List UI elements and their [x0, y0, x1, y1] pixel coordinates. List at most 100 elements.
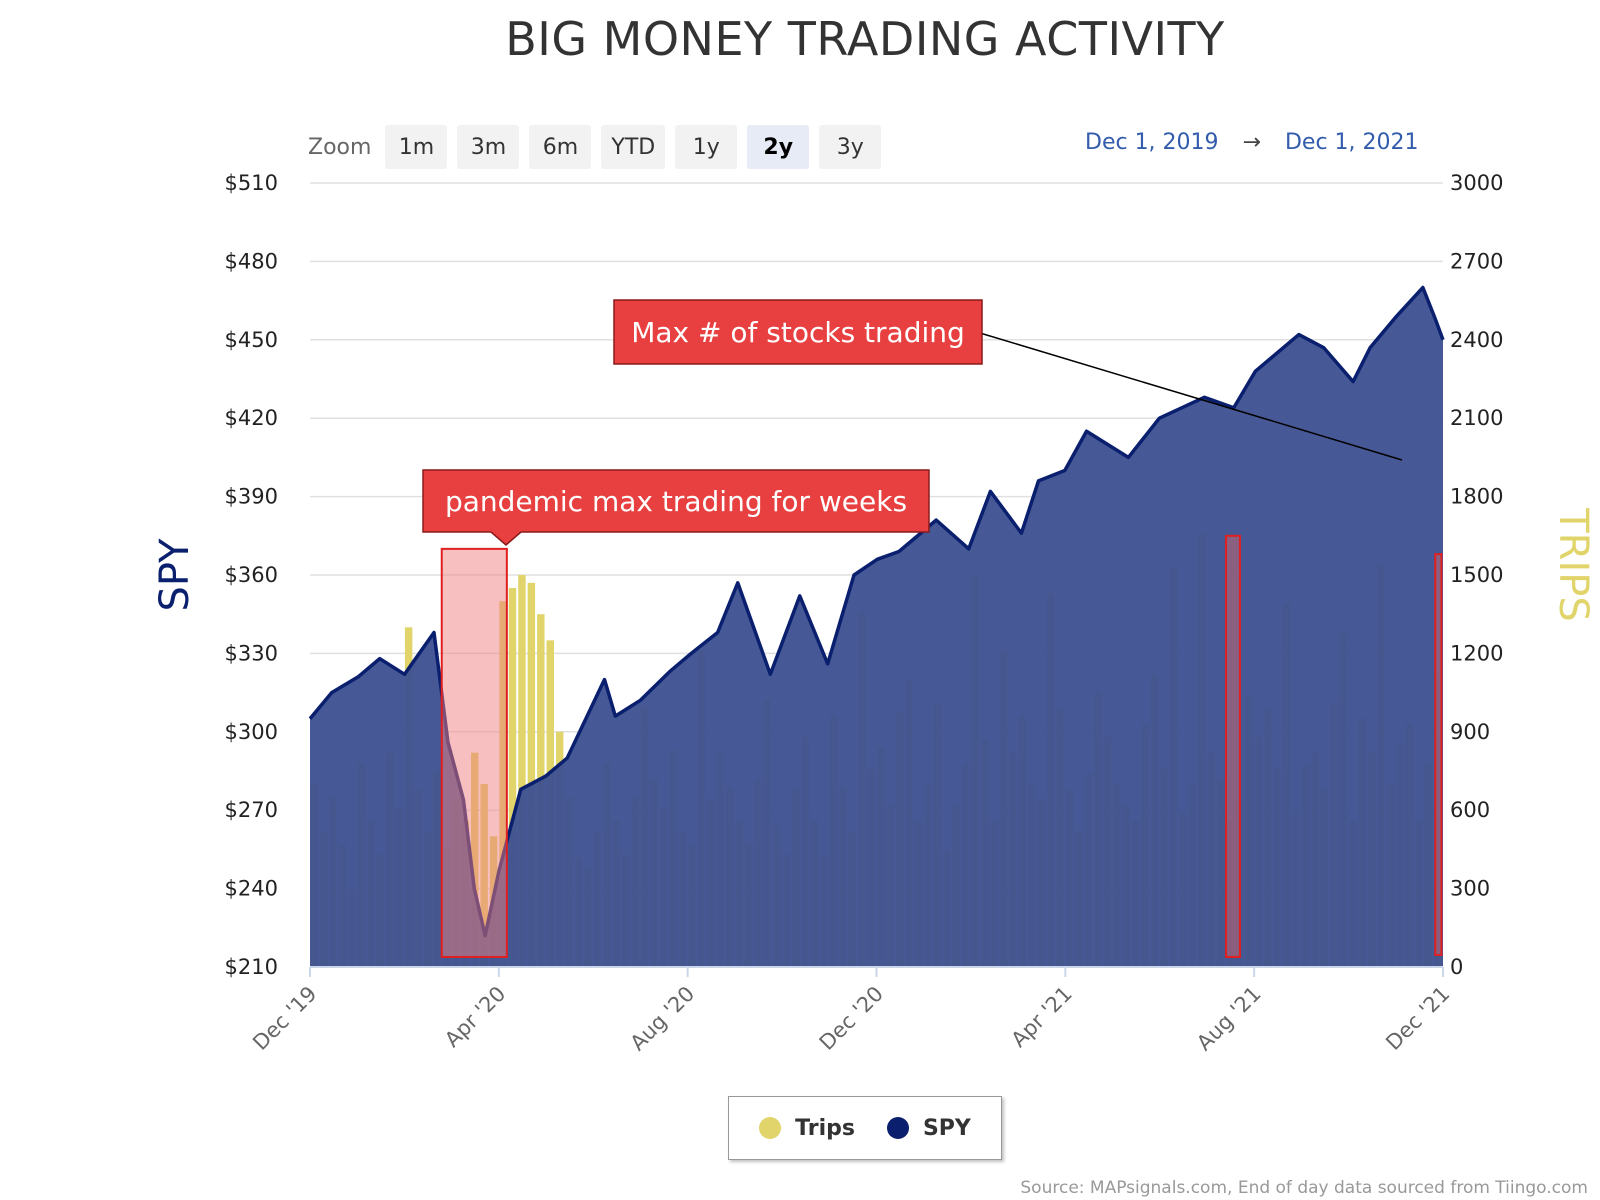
legend: Trips SPY: [728, 1096, 1002, 1160]
zoom-toolbar: Zoom 1m 3m 6m YTD 1y 2y 3y: [308, 125, 891, 169]
source-note: Source: MAPsignals.com, End of day data …: [1020, 1178, 1588, 1198]
legend-label-spy: SPY: [922, 1115, 971, 1141]
left-tick-label: $390: [225, 485, 278, 509]
trips-bar: [584, 867, 592, 967]
y-axis-title-trips: TRIPS: [1550, 507, 1596, 622]
spy-line: [308, 285, 1445, 938]
y-axis-title-spy: SPY: [152, 538, 198, 612]
pandemic-callout-text: pandemic max trading for weeks: [445, 485, 907, 518]
right-tick-label: 2400: [1450, 328, 1503, 352]
right-tick-label: 900: [1450, 720, 1490, 744]
trips-bar: [1207, 752, 1215, 967]
trips-bar: [1386, 784, 1395, 967]
trips-bar: [1301, 765, 1310, 967]
trips-bar: [433, 771, 441, 967]
zoom-6m-button[interactable]: 6m: [529, 125, 592, 169]
trips-bar: [1320, 789, 1329, 967]
zoom-label: Zoom: [308, 134, 372, 160]
range-to-input[interactable]: Dec 1, 2021: [1284, 130, 1419, 155]
zoom-2y-button[interactable]: 2y: [747, 125, 810, 169]
left-tick-label: $270: [225, 798, 278, 822]
trips-bar: [1434, 674, 1442, 967]
trips-bar: [1235, 799, 1244, 967]
trips-bar: [1330, 703, 1338, 967]
trips-bar: [386, 752, 394, 967]
trips-bar: [1424, 763, 1433, 967]
trips-bar: [999, 650, 1008, 967]
trips-bar: [1141, 723, 1149, 967]
trips-bar: [1160, 768, 1168, 967]
trips-bar: [792, 789, 800, 967]
x-tick-label: Apr '21: [1007, 982, 1077, 1052]
trips-bar: [461, 820, 470, 967]
max-trading-callout-text: Max # of stocks trading: [631, 316, 965, 349]
left-tick-label: $510: [225, 171, 278, 195]
trips-bar: [1094, 692, 1102, 967]
trips-bar: [1046, 593, 1055, 967]
legend-item-spy[interactable]: SPY: [886, 1115, 971, 1141]
date-range: Dec 1, 2019 → Dec 1, 2021: [1085, 130, 1419, 155]
trips-bar: [877, 747, 885, 967]
trips-bar: [1018, 716, 1027, 967]
trips-bar: [1113, 784, 1121, 967]
trips-bar: [933, 703, 942, 967]
trips-bar: [895, 710, 904, 967]
trips-bar: [442, 846, 451, 967]
trips-bar: [1339, 632, 1348, 967]
trips-bar: [773, 825, 781, 967]
trips-bar: [1169, 567, 1178, 967]
zoom-ytd-button[interactable]: YTD: [601, 125, 666, 169]
left-tick-label: $480: [225, 249, 278, 273]
zoom-1m-button[interactable]: 1m: [385, 125, 448, 169]
trips-bar: [348, 888, 356, 967]
trips-bar: [763, 700, 772, 967]
trips-bar: [1065, 789, 1074, 967]
trips-bar: [1188, 784, 1197, 967]
trips-bar: [782, 854, 791, 967]
x-tick-label: Aug '21: [1192, 982, 1266, 1056]
trips-bar: [1245, 695, 1253, 967]
trips-bar: [858, 611, 866, 967]
legend-label-trips: Trips: [795, 1115, 855, 1141]
spy-legend-dot-icon: [886, 1117, 909, 1139]
trips-bar: [914, 820, 923, 967]
trips-bar: [886, 804, 894, 967]
pandemic-callout: [422, 469, 930, 546]
trips-bar: [725, 786, 734, 967]
trips-bar: [650, 778, 658, 967]
trips-bar: [319, 831, 328, 967]
zoom-3y-button[interactable]: 3y: [819, 125, 882, 169]
trips-bar: [546, 640, 554, 967]
right-tick-label: 300: [1450, 877, 1490, 901]
max-trading-highlight-box: [1225, 534, 1241, 958]
trips-bar: [1349, 820, 1357, 967]
trips-bar: [414, 789, 422, 967]
right-tick-label: 1500: [1450, 563, 1503, 587]
trips-bar: [480, 784, 488, 967]
trips-bar: [622, 854, 630, 967]
trips-bar: [867, 768, 875, 967]
trips-bar: [518, 575, 526, 967]
x-tick-label: Apr '20: [440, 982, 510, 1052]
zoom-1y-button[interactable]: 1y: [675, 125, 738, 169]
chart-title: BIG MONEY TRADING ACTIVITY: [505, 12, 1225, 66]
trips-bar: [820, 854, 828, 967]
trips-bar: [471, 752, 479, 967]
trips-bar: [952, 804, 960, 967]
legend-item-trips[interactable]: Trips: [759, 1116, 855, 1141]
trips-bar: [1075, 831, 1083, 967]
x-tick-label: Aug '20: [626, 982, 700, 1056]
zoom-3m-button[interactable]: 3m: [457, 125, 520, 169]
trips-bar: [1273, 768, 1281, 967]
range-from-input[interactable]: Dec 1, 2019: [1085, 130, 1219, 155]
left-tick-label: $240: [225, 877, 278, 901]
trips-bar: [404, 627, 413, 967]
trips-bar: [1037, 799, 1045, 967]
range-arrow-icon: →: [1242, 130, 1261, 155]
trips-bar: [489, 836, 498, 967]
trips-bar: [905, 679, 913, 967]
x-tick-label: Dec '19: [248, 982, 321, 1055]
trips-bar: [338, 844, 347, 967]
trips-bar: [707, 799, 715, 967]
